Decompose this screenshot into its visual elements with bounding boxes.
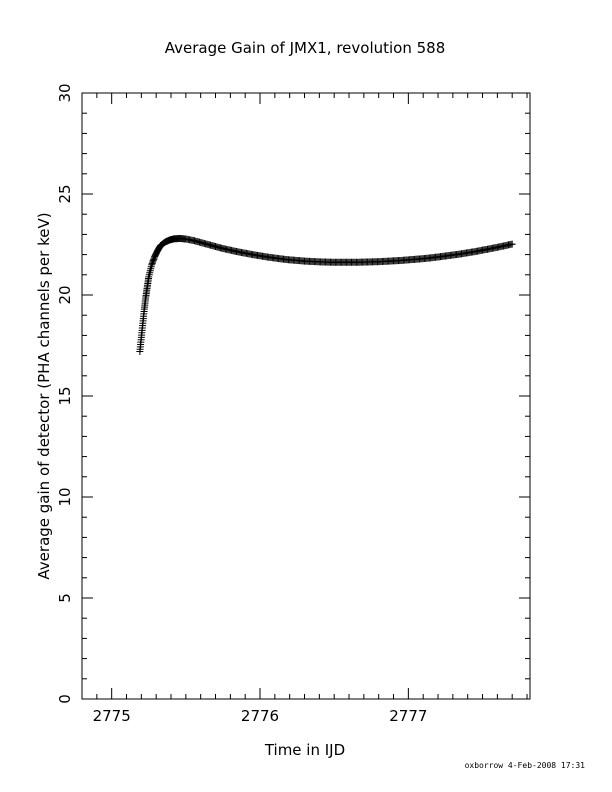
plot-area [81, 92, 531, 700]
y-tick-label: 20 [56, 285, 74, 304]
x-tick-label: 2777 [389, 707, 427, 725]
chart-title: Average Gain of JMX1, revolution 588 [165, 39, 446, 57]
footer-stamp: oxborrow 4-Feb-2008 17:31 [465, 761, 586, 770]
x-tick-labels: 2775 2776 2777 [93, 707, 428, 725]
minor-ticks [81, 93, 530, 699]
data-point [508, 240, 516, 248]
y-axis-label: Average gain of detector (PHA channels p… [35, 212, 53, 579]
y-tick-label: 30 [56, 83, 74, 102]
y-tick-label: 25 [56, 184, 74, 203]
x-axis-label: Time in IJD [264, 741, 345, 759]
x-tick-label: 2776 [241, 707, 279, 725]
y-tick-label: 5 [56, 593, 74, 603]
y-tick-label: 10 [56, 487, 74, 506]
y-tick-labels: 0 5 10 15 20 25 30 [56, 83, 74, 703]
y-tick-label: 15 [56, 386, 74, 405]
plot-border [81, 92, 531, 700]
y-tick-label: 0 [56, 694, 74, 704]
major-ticks [82, 92, 530, 700]
data-series [136, 234, 516, 356]
x-tick-label: 2775 [93, 707, 131, 725]
